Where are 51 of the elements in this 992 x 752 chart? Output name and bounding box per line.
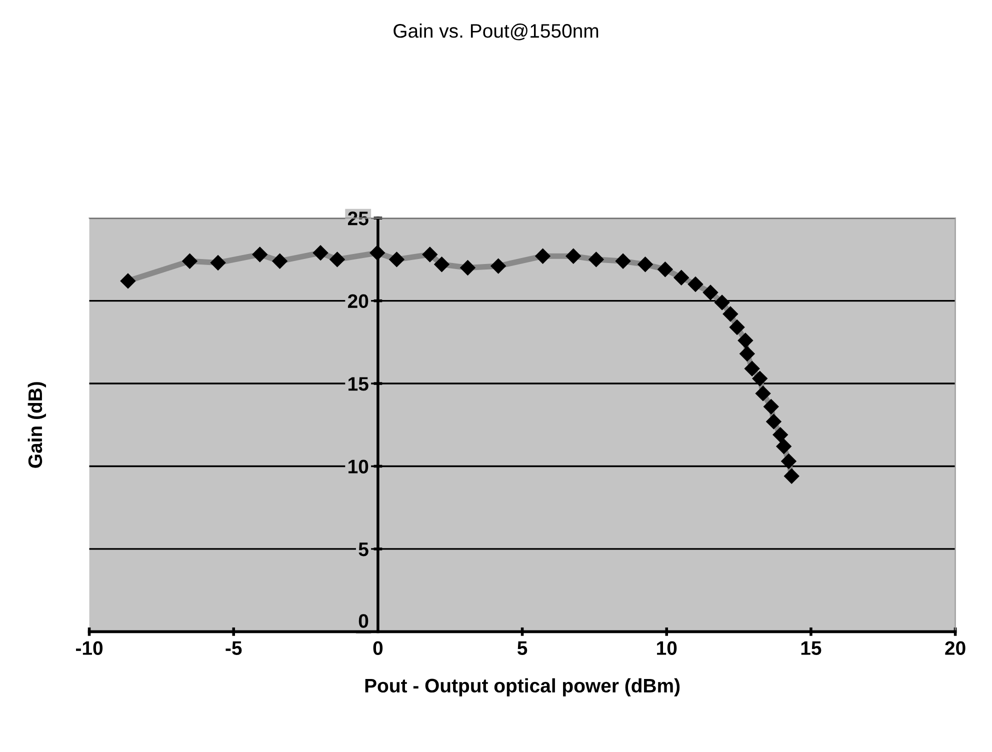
point: [722, 306, 738, 322]
point: [566, 248, 581, 264]
y-tick-label: 5: [358, 542, 368, 556]
point: [740, 346, 755, 362]
point: [702, 284, 718, 300]
x-axis-title: Pout - Output optical power (dBm): [365, 678, 680, 696]
point: [738, 332, 753, 348]
point: [688, 276, 704, 292]
point: [781, 454, 796, 469]
y-axis-title: Gain (dB): [28, 382, 46, 468]
point: [674, 270, 689, 286]
x-tick-label: 15: [801, 641, 822, 655]
x-tick-label: -10: [76, 641, 103, 655]
point: [490, 258, 506, 274]
point: [714, 294, 730, 310]
point: [755, 386, 771, 402]
point: [615, 254, 631, 269]
point: [312, 245, 328, 260]
x-tick-label: 5: [517, 641, 528, 655]
point: [460, 260, 476, 276]
point: [784, 468, 800, 484]
point: [752, 370, 768, 386]
point: [766, 414, 782, 430]
point: [434, 256, 450, 272]
point: [658, 262, 673, 277]
point: [729, 320, 745, 335]
point: [210, 255, 226, 270]
x-tick-label: 0: [373, 641, 383, 655]
point: [772, 427, 788, 442]
y-tick-label: 10: [348, 460, 368, 474]
point: [535, 248, 550, 264]
point: [744, 361, 760, 376]
point: [330, 252, 345, 268]
x-tick-label: 10: [657, 641, 677, 655]
point: [588, 252, 604, 268]
chart-title: Gain vs. Pout@1550nm: [394, 24, 598, 40]
y-tick-label: 20: [348, 294, 368, 308]
point: [389, 252, 404, 268]
y-tick-label: 15: [348, 377, 368, 391]
point: [776, 438, 792, 454]
point: [252, 246, 268, 262]
x-tick-label: 20: [945, 641, 966, 655]
point: [370, 245, 385, 260]
point: [422, 246, 438, 262]
point: [764, 399, 779, 414]
point: [182, 254, 198, 269]
point: [272, 254, 288, 269]
point: [120, 273, 136, 289]
y-tick-label: 0: [358, 614, 368, 628]
point: [638, 256, 653, 272]
x-tick-label: -5: [226, 641, 242, 655]
